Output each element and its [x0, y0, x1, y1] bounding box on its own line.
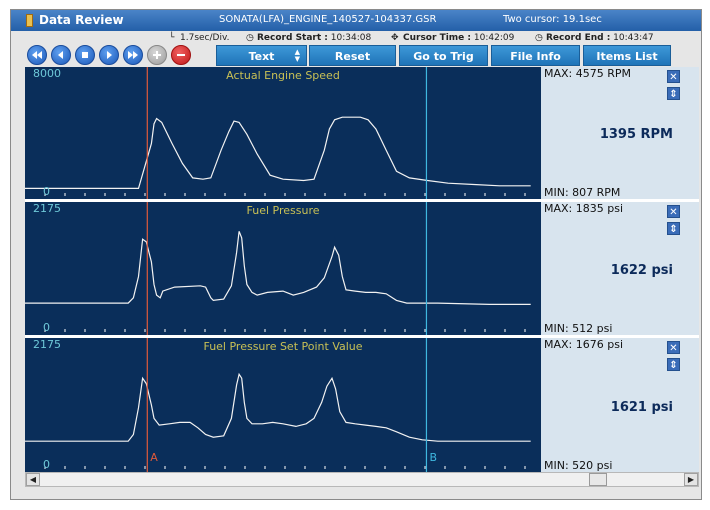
series-line — [25, 372, 531, 442]
title-bar: Data Review SONATA(LFA)_ENGINE_140527-10… — [11, 10, 701, 31]
record-start: 10:34:08 — [330, 33, 372, 43]
toolbar: Text ▲▼ Reset Min.Max Go to Trig File In… — [11, 45, 701, 84]
go-to-trig-button[interactable]: Go to Trig — [399, 45, 488, 66]
stop-button[interactable] — [75, 45, 95, 65]
fast-forward-icon — [128, 51, 138, 59]
scale-max: 2175 — [33, 338, 61, 351]
record-end: 10:43:47 — [613, 33, 654, 43]
reset-minmax-button[interactable]: Reset Min.Max — [309, 45, 396, 84]
app-icon — [26, 14, 33, 27]
data-review-window: Data Review SONATA(LFA)_ENGINE_140527-10… — [10, 9, 702, 500]
file-info-button[interactable]: File Info — [491, 45, 580, 66]
add-icon — [153, 51, 161, 59]
reorder-panel-button[interactable]: ⇕ — [667, 358, 680, 371]
max-value: MAX: 4575 RPM — [544, 67, 632, 80]
back-icon — [58, 51, 63, 59]
record-start-clock-icon: ◷ — [246, 33, 254, 43]
max-value: MAX: 1676 psi — [544, 338, 624, 351]
play-button[interactable] — [99, 45, 119, 65]
panel-title: Fuel Pressure Set Point Value — [203, 340, 363, 353]
series-line — [25, 116, 531, 190]
text-mode-select[interactable]: Text ▲ ▼ — [216, 45, 307, 66]
close-icon: ✕ — [669, 343, 678, 354]
reorder-icon: ⇕ — [669, 360, 678, 371]
info-bar: └ 1.7sec/Div. ◷ Record Start : 10:34:08 … — [11, 32, 701, 45]
min-value: MIN: 520 psi — [544, 459, 613, 472]
scale-max: 8000 — [33, 67, 61, 80]
reorder-icon: ⇕ — [669, 89, 678, 100]
scroll-right-button[interactable]: ▶ — [684, 473, 698, 486]
reorder-panel-button[interactable]: ⇕ — [667, 87, 680, 100]
close-icon: ✕ — [669, 207, 678, 218]
scale-min: 0 — [43, 185, 50, 198]
current-value: 1395 RPM — [599, 127, 673, 142]
close-icon: ✕ — [669, 72, 678, 83]
scroll-right-icon: ▶ — [687, 475, 695, 484]
value-panel-fuel-pressure: MAX: 1835 psi 1622 psi MIN: 512 psi ✕ ⇕ — [541, 202, 699, 335]
reorder-icon: ⇕ — [669, 224, 678, 235]
value-panel-fuel-pressure-setpoint: MAX: 1676 psi 1621 psi MIN: 520 psi ✕ ⇕ — [541, 338, 699, 472]
time-div: 1.7sec/Div. — [180, 33, 230, 43]
min-value: MIN: 512 psi — [544, 322, 613, 335]
panel-title: Fuel Pressure — [246, 204, 320, 217]
min-value: MIN: 807 RPM — [544, 186, 621, 199]
cursor-b-label: B — [429, 451, 437, 464]
close-panel-button[interactable]: ✕ — [667, 70, 680, 83]
scroll-thumb[interactable] — [589, 473, 607, 486]
chart-panel-fuel-pressure[interactable]: Fuel Pressure 2175 0 — [25, 202, 541, 335]
chart-plot — [25, 202, 531, 335]
close-panel-button[interactable]: ✕ — [667, 205, 680, 218]
file-name: SONATA(LFA)_ENGINE_140527-104337.GSR — [219, 14, 437, 25]
cursor-mode: Two cursor: 19.1sec — [503, 14, 602, 25]
window-title: Data Review — [39, 13, 124, 27]
reorder-panel-button[interactable]: ⇕ — [667, 222, 680, 235]
panel-divider — [25, 199, 699, 202]
scroll-left-button[interactable]: ◀ — [26, 473, 40, 486]
scale-min: 0 — [43, 321, 50, 334]
updown-arrows-icon: ▲ ▼ — [294, 48, 300, 63]
cursor-time-icon: ✥ — [391, 33, 399, 43]
remove-button[interactable] — [171, 45, 191, 65]
max-value: MAX: 1835 psi — [544, 202, 624, 215]
cursor-a-label: A — [150, 451, 158, 464]
rewind-button[interactable] — [27, 45, 47, 65]
chart-panel-fuel-pressure-setpoint[interactable]: Fuel Pressure Set Point Value 2175 0 A B — [25, 338, 541, 472]
current-value: 1621 psi — [610, 400, 673, 415]
scale-max: 2175 — [33, 202, 61, 215]
record-end-clock-icon: ◷ — [535, 33, 543, 43]
horizontal-scrollbar[interactable]: ◀ ▶ — [25, 472, 699, 487]
text-mode-label: Text — [248, 50, 275, 63]
rewind-icon — [32, 51, 42, 59]
cursor-time-label: Cursor Time : — [403, 33, 472, 43]
current-value: 1622 psi — [610, 263, 673, 278]
record-start-label: Record Start : — [257, 33, 328, 43]
play-icon — [107, 51, 112, 59]
items-list-button[interactable]: Items List — [583, 45, 671, 66]
add-button[interactable] — [147, 45, 167, 65]
value-panel-engine-speed: MAX: 4575 RPM 1395 RPM MIN: 807 RPM ✕ ⇕ — [541, 67, 699, 199]
scroll-left-icon: ◀ — [29, 475, 37, 484]
panel-title: Actual Engine Speed — [226, 69, 340, 82]
chart-panel-engine-speed[interactable]: Actual Engine Speed 8000 0 — [25, 67, 541, 199]
time-div-icon: └ — [169, 33, 175, 43]
stop-icon — [82, 52, 88, 58]
record-end-label: Record End : — [546, 33, 611, 43]
scale-min: 0 — [43, 458, 50, 471]
remove-icon — [177, 54, 185, 56]
close-panel-button[interactable]: ✕ — [667, 341, 680, 354]
panel-divider — [25, 335, 699, 338]
chart-plot — [25, 338, 531, 472]
chart-plot — [25, 67, 531, 199]
cursor-time: 10:42:09 — [473, 33, 515, 43]
back-button[interactable] — [51, 45, 71, 65]
series-line — [25, 231, 531, 306]
fast-forward-button[interactable] — [123, 45, 143, 65]
